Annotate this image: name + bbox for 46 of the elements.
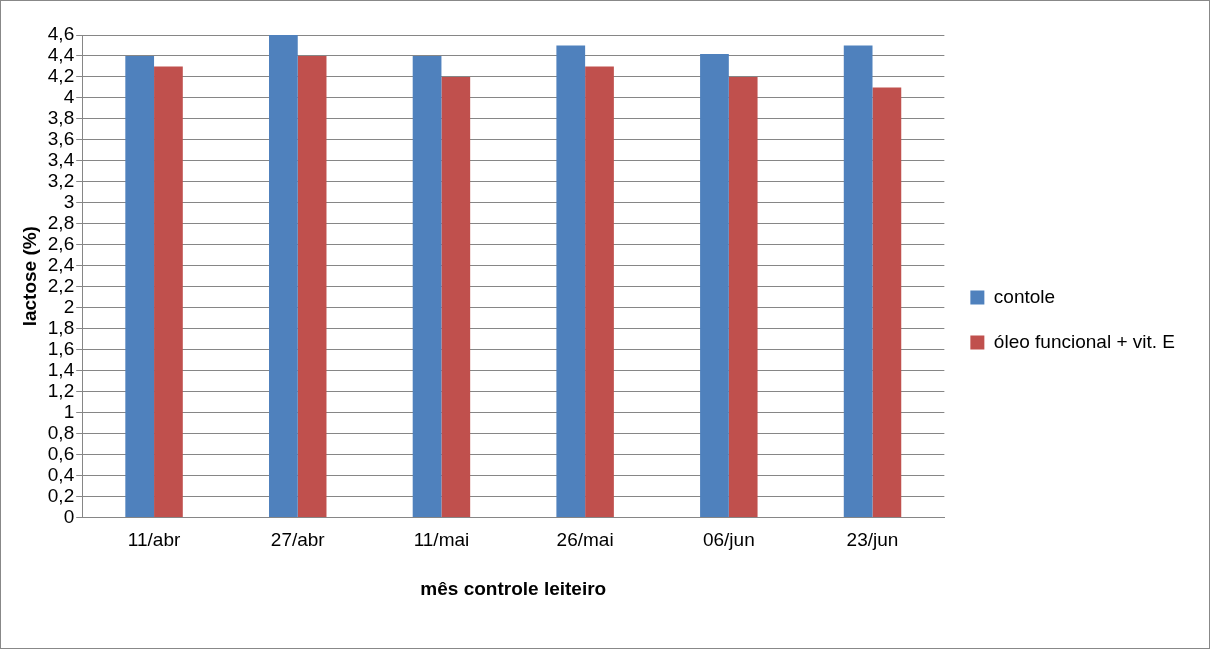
x-tick-label: 27/abr bbox=[270, 529, 326, 551]
bar bbox=[700, 53, 729, 517]
y-tick-label: 4,2 bbox=[47, 65, 75, 87]
bar bbox=[412, 55, 442, 517]
y-tick-label: 3,8 bbox=[47, 107, 75, 129]
x-tick-label: 23/jun bbox=[846, 529, 899, 551]
y-tick-label: 3,6 bbox=[47, 128, 75, 150]
bar bbox=[269, 35, 298, 517]
y-tick-label: 0,2 bbox=[47, 484, 75, 506]
y-tick-label: 2 bbox=[63, 295, 75, 317]
x-tick-label: 11/abr bbox=[127, 529, 181, 551]
y-tick-label: 4,4 bbox=[47, 44, 75, 66]
y-tick-label: 1,4 bbox=[47, 358, 75, 380]
y-tick-label: 0,6 bbox=[47, 442, 75, 464]
x-tick-label: 26/mai bbox=[556, 529, 614, 551]
bar bbox=[843, 45, 873, 517]
x-axis-title: mês controle leiteiro bbox=[420, 577, 607, 599]
y-tick-label: 2,6 bbox=[47, 232, 75, 254]
y-tick-label: 4,6 bbox=[47, 23, 75, 45]
bar bbox=[297, 55, 327, 517]
bar bbox=[556, 45, 586, 517]
y-tick-label: 3,2 bbox=[47, 170, 75, 192]
y-axis-title: lactose (%) bbox=[18, 226, 40, 327]
y-tick-label: 2,4 bbox=[47, 253, 75, 275]
bar bbox=[728, 76, 758, 517]
y-tick-label: 0,8 bbox=[47, 421, 75, 443]
bar bbox=[441, 76, 471, 517]
y-tick-label: 3 bbox=[63, 191, 75, 213]
y-tick-label: 1,8 bbox=[47, 316, 75, 338]
bar bbox=[585, 66, 614, 517]
y-tick-label: 1,2 bbox=[47, 379, 75, 401]
legend-label: óleo funcional + vit. E bbox=[993, 330, 1175, 352]
y-tick-label: 2,8 bbox=[47, 212, 75, 233]
x-tick-label: 11/mai bbox=[413, 529, 470, 551]
y-tick-label: 3,4 bbox=[47, 149, 75, 171]
legend-label: contole bbox=[993, 285, 1056, 307]
y-tick-label: 4 bbox=[63, 86, 75, 108]
bar bbox=[154, 66, 183, 517]
x-tick-label: 06/jun bbox=[702, 529, 755, 551]
bar bbox=[872, 87, 902, 517]
y-tick-label: 1,6 bbox=[47, 337, 75, 359]
y-tick-label: 2,2 bbox=[47, 274, 75, 296]
y-tick-label: 1 bbox=[63, 400, 75, 422]
y-tick-label: 0,4 bbox=[47, 463, 75, 485]
y-tick-label: 0 bbox=[63, 505, 75, 527]
bar bbox=[125, 55, 155, 517]
